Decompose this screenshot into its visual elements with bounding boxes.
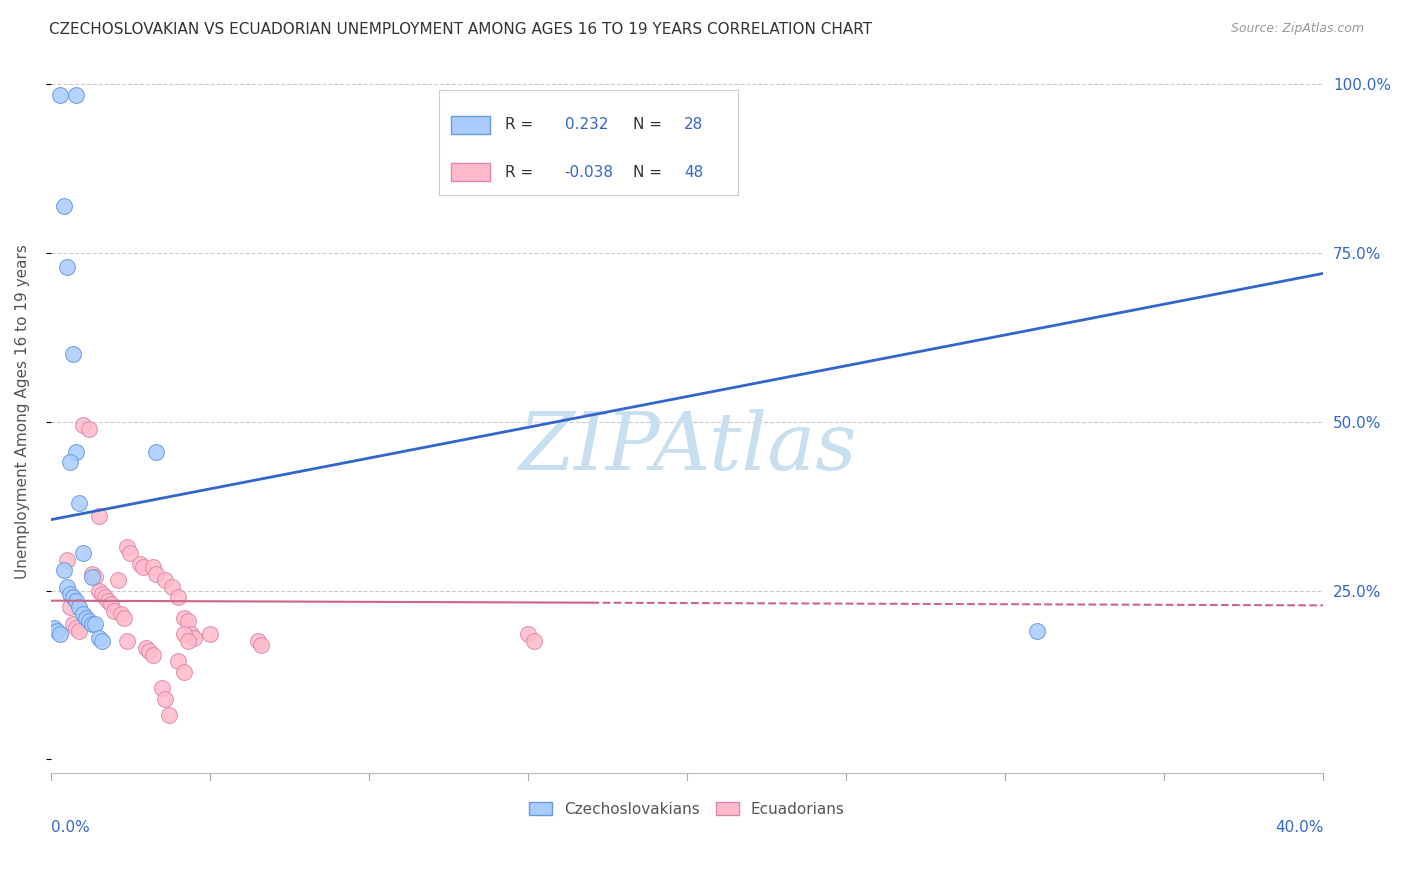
Point	[84, 570, 107, 584]
Point	[75, 610, 97, 624]
Point	[167, 654, 190, 668]
Point	[69, 496, 91, 510]
Point	[59, 600, 82, 615]
Point	[100, 597, 122, 611]
Point	[65, 593, 87, 607]
Point	[72, 607, 94, 622]
Point	[90, 634, 112, 648]
Point	[46, 624, 69, 638]
Text: Source: ZipAtlas.com: Source: ZipAtlas.com	[1230, 22, 1364, 36]
Text: CZECHOSLOVAKIAN VS ECUADORIAN UNEMPLOYMENT AMONG AGES 16 TO 19 YEARS CORRELATION: CZECHOSLOVAKIAN VS ECUADORIAN UNEMPLOYME…	[49, 22, 872, 37]
Point	[49, 87, 72, 102]
Point	[180, 627, 202, 641]
Point	[72, 546, 94, 560]
Point	[82, 566, 104, 581]
Point	[155, 691, 177, 706]
Point	[110, 607, 132, 622]
Point	[90, 587, 112, 601]
Point	[145, 566, 167, 581]
Point	[115, 540, 138, 554]
Text: 40.0%: 40.0%	[1275, 820, 1323, 835]
Point	[249, 638, 271, 652]
Point	[112, 610, 135, 624]
Legend: Czechoslovakians, Ecuadorians: Czechoslovakians, Ecuadorians	[523, 796, 851, 823]
Text: ZIPAtlas: ZIPAtlas	[517, 409, 856, 486]
Point	[55, 580, 77, 594]
Point	[120, 546, 142, 560]
Point	[176, 614, 198, 628]
Point	[52, 563, 75, 577]
Point	[62, 591, 84, 605]
Point	[160, 580, 183, 594]
Point	[69, 600, 91, 615]
Point	[62, 617, 84, 632]
Point	[103, 604, 125, 618]
Point	[97, 593, 120, 607]
Point	[77, 614, 100, 628]
Point	[59, 455, 82, 469]
Point	[65, 87, 87, 102]
Point	[52, 199, 75, 213]
Point	[87, 509, 110, 524]
Point	[198, 627, 221, 641]
Point	[42, 621, 65, 635]
Text: 0.0%: 0.0%	[51, 820, 90, 835]
Point	[84, 617, 107, 632]
Point	[115, 634, 138, 648]
Point	[523, 634, 546, 648]
Point	[142, 648, 165, 662]
Point	[138, 644, 160, 658]
Point	[173, 665, 195, 679]
Point	[82, 570, 104, 584]
Point	[72, 418, 94, 433]
Point	[246, 634, 269, 648]
Y-axis label: Unemployment Among Ages 16 to 19 years: Unemployment Among Ages 16 to 19 years	[15, 244, 30, 579]
Point	[1026, 624, 1049, 638]
Point	[517, 627, 540, 641]
Point	[155, 574, 177, 588]
Point	[132, 560, 155, 574]
Point	[173, 627, 195, 641]
Point	[87, 631, 110, 645]
Point	[49, 627, 72, 641]
Point	[176, 634, 198, 648]
Point	[167, 591, 190, 605]
Point	[77, 421, 100, 435]
Point	[129, 557, 152, 571]
Point	[59, 587, 82, 601]
Point	[173, 610, 195, 624]
Point	[65, 445, 87, 459]
Point	[94, 591, 117, 605]
Point	[142, 560, 165, 574]
Point	[82, 617, 104, 632]
Point	[69, 624, 91, 638]
Point	[157, 708, 180, 723]
Point	[87, 583, 110, 598]
Point	[55, 553, 77, 567]
Point	[183, 631, 205, 645]
Point	[107, 574, 129, 588]
Point	[145, 445, 167, 459]
Point	[135, 640, 157, 655]
Point	[55, 260, 77, 274]
Point	[65, 621, 87, 635]
Point	[62, 347, 84, 361]
Point	[150, 681, 173, 696]
